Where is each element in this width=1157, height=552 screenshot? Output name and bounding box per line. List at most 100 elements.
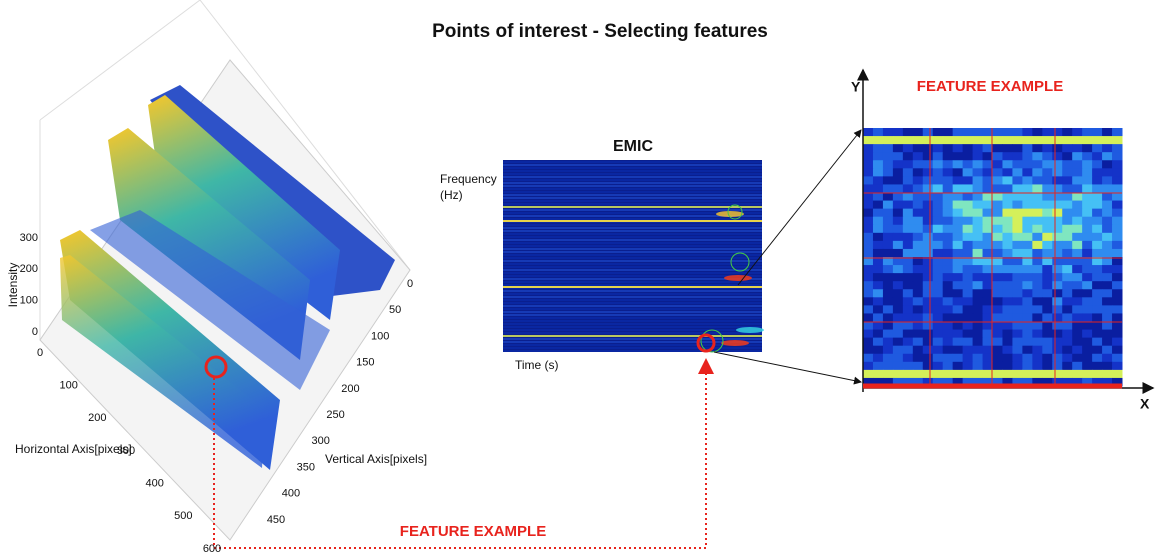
heat-cell (1002, 241, 1012, 250)
heat-cell (953, 370, 963, 379)
heat-cell (913, 273, 923, 282)
heat-cell (923, 305, 933, 314)
heat-cell (953, 193, 963, 202)
heat-cell (1072, 330, 1082, 339)
heat-cell (1012, 233, 1022, 242)
heat-cell (963, 322, 973, 331)
heat-cell (1072, 362, 1082, 371)
heat-cell (913, 152, 923, 161)
heat-cell (1062, 338, 1072, 347)
heat-cell (943, 297, 953, 306)
heat-cell (1112, 249, 1122, 258)
x-tick-label: 200 (88, 412, 106, 424)
heat-cell (1022, 289, 1032, 298)
heat-cell (913, 305, 923, 314)
heat-cell (873, 184, 883, 193)
heat-cell (863, 233, 873, 242)
heat-cell (1112, 273, 1122, 282)
heat-cell (963, 265, 973, 274)
heat-cell (1052, 354, 1062, 363)
link-label: FEATURE EXAMPLE (400, 523, 546, 540)
heat-cell (1072, 313, 1082, 322)
heat-cell (1062, 241, 1072, 250)
heat-cell (1112, 330, 1122, 339)
heat-cell (1002, 362, 1012, 371)
heat-cell (963, 305, 973, 314)
heat-cell (1052, 273, 1062, 282)
heat-cell (1082, 217, 1092, 226)
heat-cell (1092, 233, 1102, 242)
heat-cell (1102, 128, 1112, 137)
heat-cell (983, 241, 993, 250)
heat-cell (903, 160, 913, 169)
heat-cell (863, 209, 873, 218)
heat-cell (1032, 313, 1042, 322)
heat-cell (973, 217, 983, 226)
heat-cell (973, 193, 983, 202)
heat-cell (933, 346, 943, 355)
heat-cell (1012, 217, 1022, 226)
heat-cell (863, 322, 873, 331)
heat-cell (1072, 249, 1082, 258)
heat-cell (1102, 354, 1112, 363)
heat-cell (903, 136, 913, 145)
heat-cell (1082, 160, 1092, 169)
heat-cell (1072, 273, 1082, 282)
heat-cell (913, 241, 923, 250)
heat-cell (983, 346, 993, 355)
heat-cell (1032, 273, 1042, 282)
heat-cell (863, 152, 873, 161)
heat-cell (993, 370, 1003, 379)
heat-cell (1082, 346, 1092, 355)
heat-cell (953, 313, 963, 322)
heat-cell (933, 152, 943, 161)
heat-cell (1102, 225, 1112, 234)
heat-cell (1042, 193, 1052, 202)
heat-cell (1022, 297, 1032, 306)
heat-cell (873, 370, 883, 379)
heat-cell (1072, 322, 1082, 331)
heat-cell (1032, 249, 1042, 258)
heat-cell (983, 225, 993, 234)
heat-cell (993, 209, 1003, 218)
heat-cell (1072, 128, 1082, 137)
heat-cell (933, 136, 943, 145)
heat-cell (963, 217, 973, 226)
heat-cell (913, 370, 923, 379)
heat-cell (1112, 265, 1122, 274)
z-tick-label: 0 (32, 326, 38, 338)
heat-cell (1112, 193, 1122, 202)
heat-cell (1062, 297, 1072, 306)
heat-cell (983, 330, 993, 339)
heat-cell (1052, 193, 1062, 202)
heat-cell (1082, 184, 1092, 193)
heat-cell (923, 338, 933, 347)
heat-cell (903, 193, 913, 202)
heat-cell (1042, 233, 1052, 242)
heat-cell (1062, 176, 1072, 185)
heat-cell (993, 265, 1003, 274)
heat-cell (1042, 201, 1052, 210)
heat-cell (893, 193, 903, 202)
heat-cell (1042, 225, 1052, 234)
heat-cell (1022, 322, 1032, 331)
heat-cell (883, 370, 893, 379)
heat-cell (1112, 128, 1122, 137)
heat-cell (873, 249, 883, 258)
heat-cell (923, 144, 933, 153)
heat-cell (1002, 322, 1012, 331)
heat-cell (883, 322, 893, 331)
heat-cell (1032, 370, 1042, 379)
heat-cell (893, 176, 903, 185)
heat-cell (1002, 289, 1012, 298)
heat-cell (963, 313, 973, 322)
heat-cell (1022, 209, 1032, 218)
heat-cell (983, 193, 993, 202)
heat-cell (983, 176, 993, 185)
heat-cell (1032, 217, 1042, 226)
heat-cell (1072, 160, 1082, 169)
heat-cell (1002, 313, 1012, 322)
heat-cell (1002, 168, 1012, 177)
heat-cell (1082, 289, 1092, 298)
heat-cell (1082, 338, 1092, 347)
